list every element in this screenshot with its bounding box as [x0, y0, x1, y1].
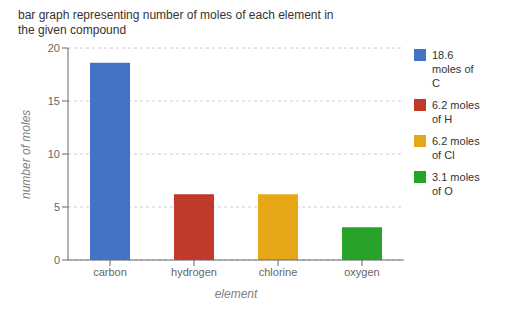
html-text:18.6 moles of C: 18.6 moles of C [432, 49, 474, 89]
svg-text:20: 20 [48, 42, 60, 54]
svg-text:number of moles: number of moles [19, 110, 33, 199]
svg-text:carbon: carbon [93, 266, 127, 278]
svg-text:0: 0 [54, 254, 60, 266]
html-text:6.2 moles of Cl: 6.2 moles of Cl [432, 135, 480, 161]
svg-text:10: 10 [48, 148, 60, 160]
html-text:bar graph representing number: bar graph representing number of moles o… [18, 8, 334, 37]
html-text:6.2 moles of H: 6.2 moles of H [432, 99, 480, 125]
svg-text:element: element [215, 287, 258, 301]
svg-text:5: 5 [54, 201, 60, 213]
html-text:3.1 moles of O: 3.1 moles of O [432, 171, 480, 197]
svg-text:oxygen: oxygen [344, 266, 379, 278]
svg-text:chlorine: chlorine [259, 266, 298, 278]
svg-text:hydrogen: hydrogen [171, 266, 217, 278]
svg-text:15: 15 [48, 95, 60, 107]
